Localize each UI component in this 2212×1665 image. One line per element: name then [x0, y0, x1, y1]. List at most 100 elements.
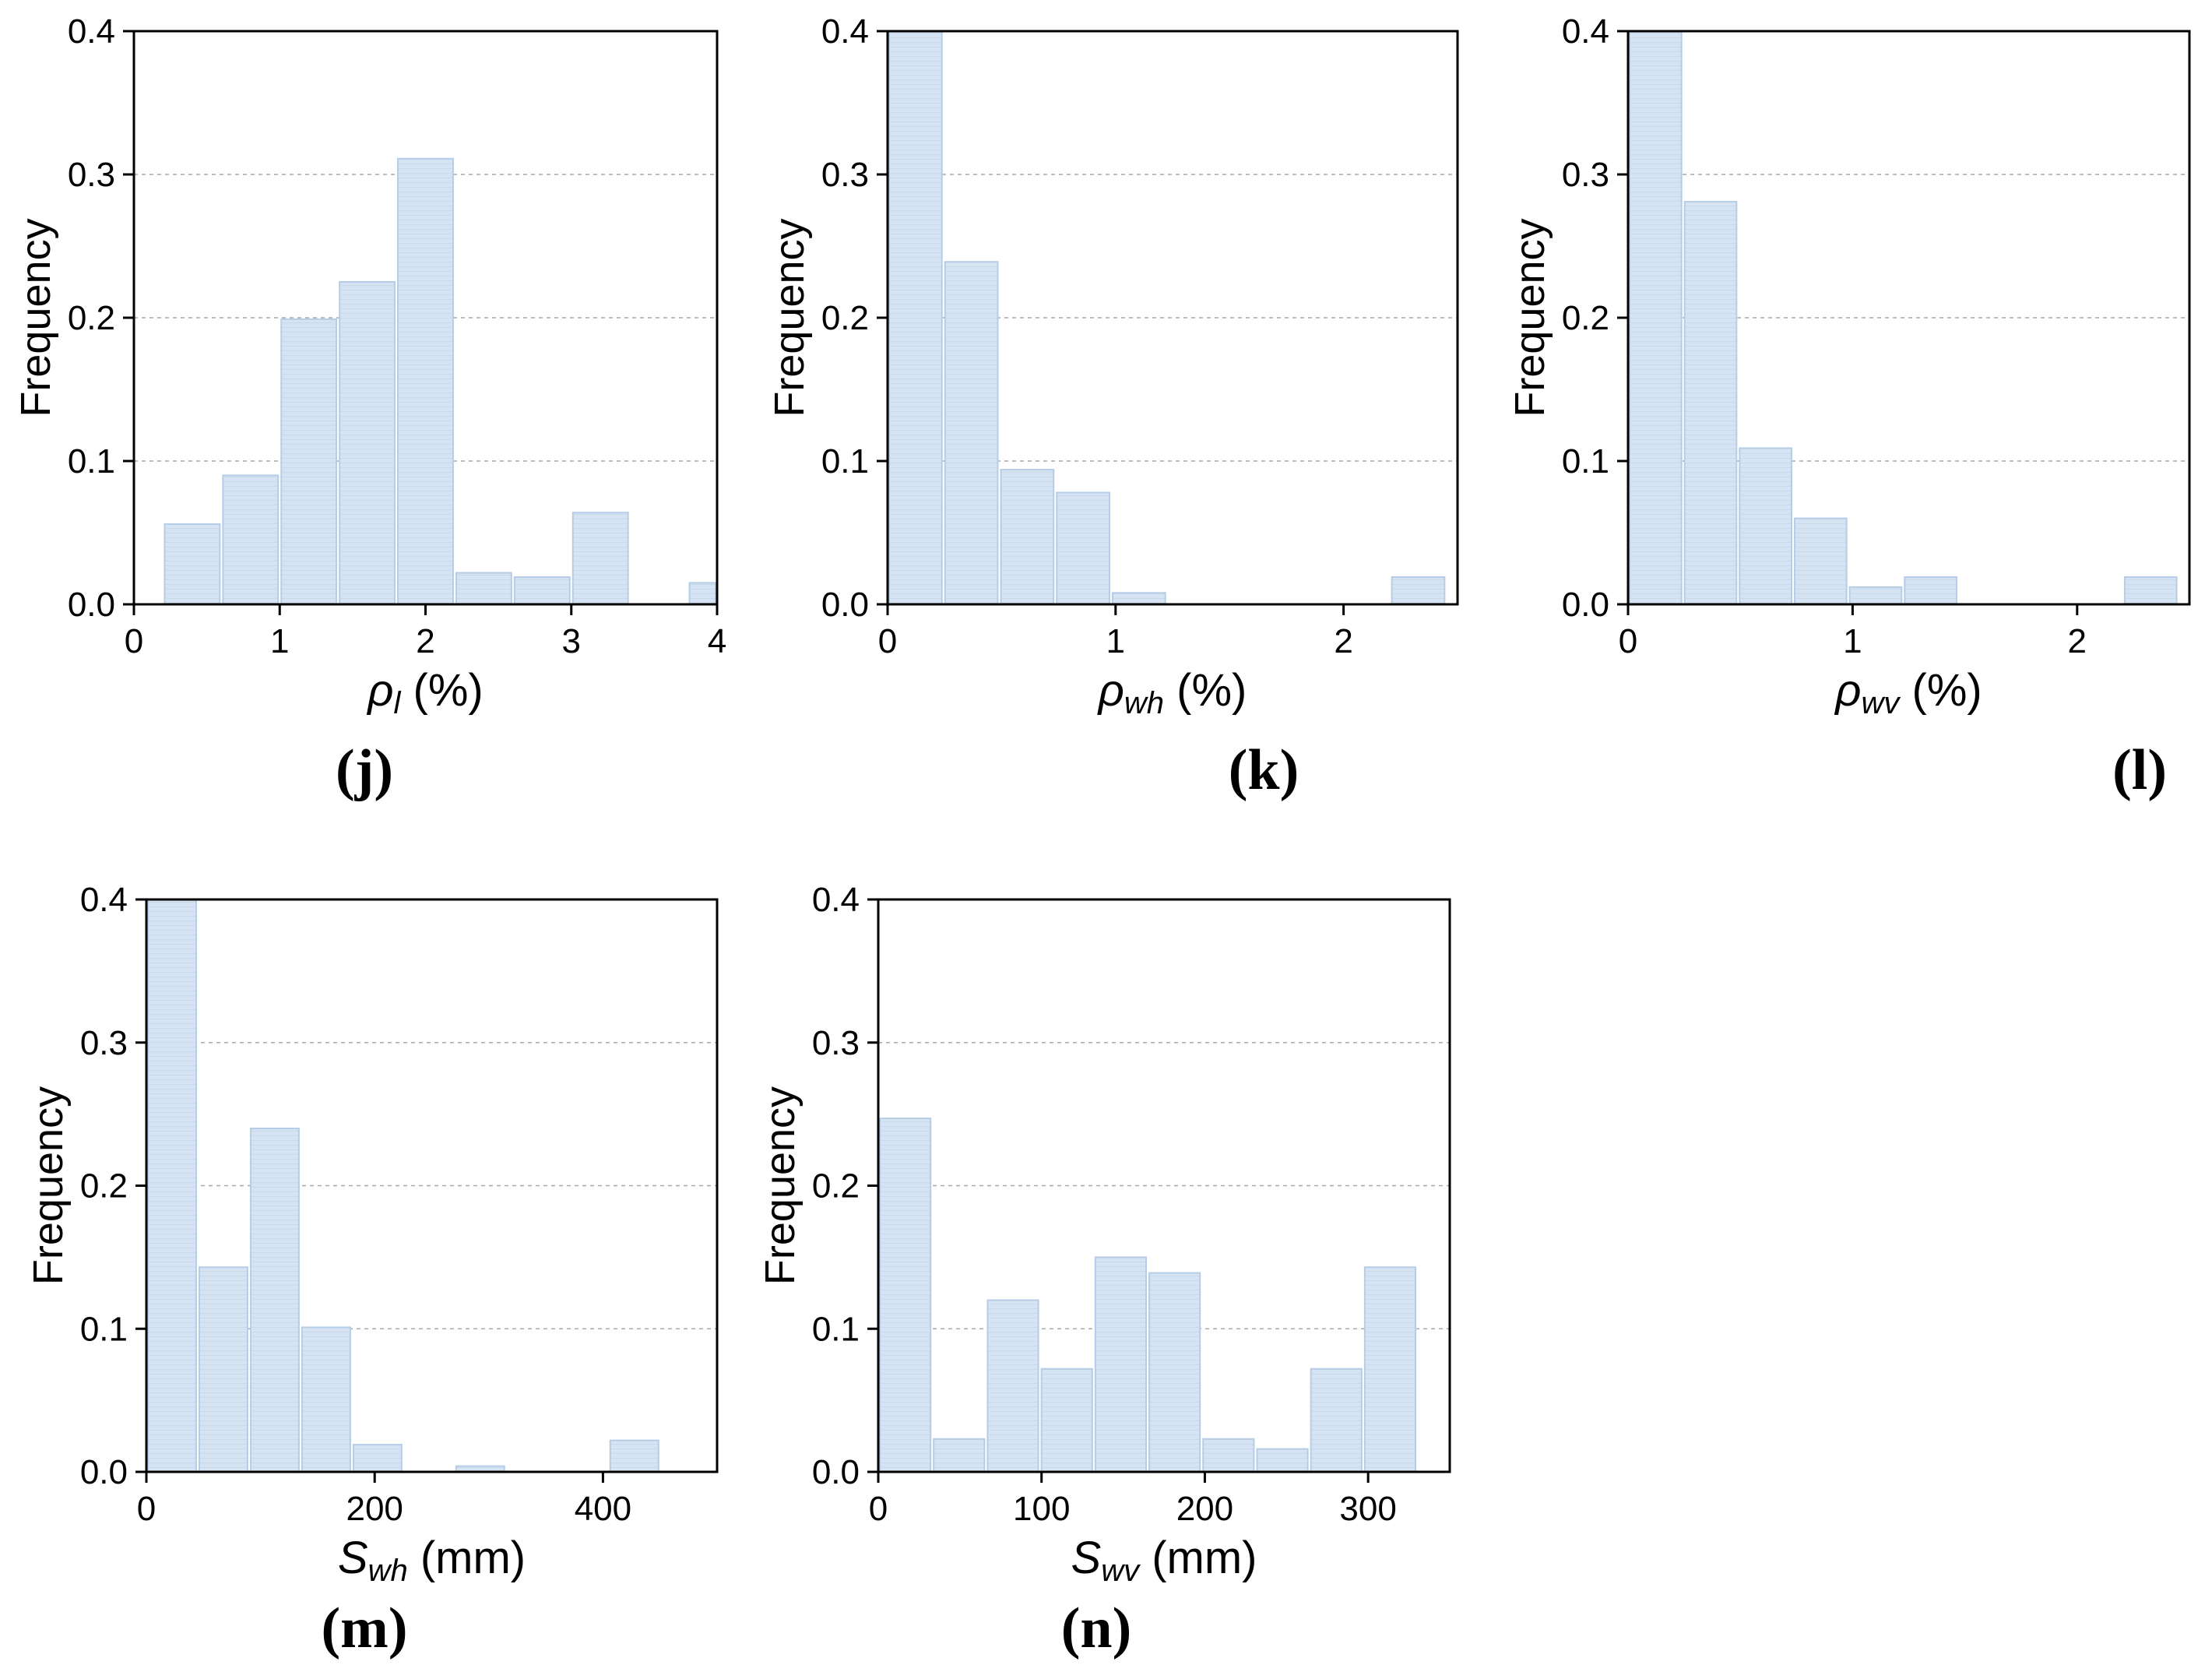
- y-tick-label: 0.2: [1562, 299, 1609, 337]
- y-axis-label: Frequency: [25, 1086, 72, 1285]
- panel-label: (l): [2112, 738, 2167, 802]
- y-tick-label: 0.0: [1562, 586, 1609, 624]
- histogram-bar: [933, 1438, 986, 1473]
- y-tick-label: 0.0: [68, 586, 115, 624]
- histogram-bar: [944, 261, 999, 605]
- y-tick-label: 0.3: [68, 156, 115, 194]
- bars: [1629, 30, 2178, 605]
- x-tick-label: 0: [878, 622, 897, 660]
- axis-ticks: 0.0 0.1 0.2 0.3 0.4 0 1 2: [821, 12, 1353, 660]
- y-tick-label: 0.1: [80, 1310, 128, 1348]
- histogram-bar: [1148, 1272, 1201, 1473]
- panel-k: 0.0 0.1 0.2 0.3 0.4 0 1 2 Frequency ρwh (%) (k): [766, 12, 1459, 802]
- x-axis-symbol: S: [338, 1533, 368, 1583]
- x-tick-label: 0: [125, 622, 143, 660]
- x-tick-label: 2: [2068, 622, 2087, 660]
- axis-ticks: 0.0 0.1 0.2 0.3 0.4 0 1 2: [1562, 12, 2087, 660]
- y-tick-label: 0.1: [812, 1310, 860, 1348]
- x-axis-subscript: wv: [1101, 1554, 1141, 1588]
- x-axis-symbol: ρ: [1097, 665, 1124, 716]
- panel-j: 0.0 0.1 0.2 0.3 0.4 0 1 2 3 4 Frequency ρl (%) (j…: [12, 12, 726, 802]
- x-tick-label: 0: [869, 1490, 888, 1528]
- bars: [164, 157, 716, 606]
- histogram-bar: [352, 1444, 403, 1473]
- y-tick-label: 0.3: [812, 1024, 860, 1062]
- y-tick-label: 0.1: [821, 442, 869, 480]
- y-tick-label: 0.4: [68, 12, 115, 51]
- x-axis-subscript: wh: [1124, 686, 1164, 720]
- histogram-bar: [879, 1118, 932, 1473]
- histogram-bar: [2123, 576, 2178, 605]
- y-tick-label: 0.1: [68, 442, 115, 480]
- histogram-bar: [571, 512, 629, 605]
- x-tick-label: 2: [1334, 622, 1352, 660]
- histogram-bar: [1111, 592, 1166, 606]
- histogram-bar: [1363, 1266, 1417, 1473]
- histogram-bar: [986, 1299, 1039, 1473]
- y-tick-label: 0.4: [812, 881, 860, 919]
- y-tick-label: 0.2: [821, 299, 869, 337]
- histogram-bar: [198, 1266, 248, 1473]
- x-tick-label: 0: [1619, 622, 1637, 660]
- histogram-bar: [1793, 517, 1848, 605]
- y-tick-label: 0.3: [80, 1024, 128, 1062]
- histogram-bar: [688, 582, 716, 606]
- histogram-bar: [164, 523, 221, 606]
- bars: [879, 1118, 1417, 1473]
- histogram-bar: [1310, 1368, 1363, 1473]
- y-tick-label: 0.1: [1562, 442, 1609, 480]
- y-axis-label: Frequency: [1507, 218, 1553, 417]
- histogram-bar: [301, 1326, 351, 1473]
- histogram-bar: [1202, 1438, 1255, 1473]
- histogram-bar: [888, 30, 943, 605]
- panel-label: (k): [1229, 738, 1299, 802]
- y-tick-label: 0.3: [821, 156, 869, 194]
- histogram-bar: [222, 474, 280, 606]
- x-tick-label: 100: [1013, 1490, 1070, 1528]
- histogram-bar: [1000, 469, 1055, 605]
- panel-label: (m): [322, 1596, 408, 1660]
- y-tick-label: 0.2: [812, 1167, 860, 1206]
- histogram-bar: [1848, 586, 1903, 605]
- histogram-bar: [280, 318, 338, 605]
- x-axis-unit: (mm): [1139, 1533, 1257, 1583]
- histogram-bar: [1094, 1256, 1148, 1473]
- axis-ticks: 0.0 0.1 0.2 0.3 0.4 0 1 2 3 4: [68, 12, 726, 660]
- y-tick-label: 0.4: [80, 881, 128, 919]
- x-tick-label: 300: [1339, 1490, 1396, 1528]
- x-tick-label: 200: [1176, 1490, 1233, 1528]
- bars: [888, 30, 1446, 606]
- x-tick-label: 3: [562, 622, 581, 660]
- panel-m: 0.0 0.1 0.2 0.3 0.4 0 200 400 Frequency Swh (mm…: [25, 881, 719, 1660]
- histogram-bar: [1056, 491, 1110, 605]
- histogram-bar: [339, 281, 396, 605]
- x-axis-subscript: l: [394, 686, 402, 720]
- y-axis-label: Frequency: [12, 218, 59, 417]
- panel-label: (n): [1061, 1596, 1131, 1660]
- panel-n: 0.0 0.1 0.2 0.3 0.4 0 100 200 300 Frequency Swv …: [757, 881, 1451, 1660]
- x-axis-label: Swh (mm): [338, 1533, 526, 1588]
- x-tick-label: 1: [1843, 622, 1862, 660]
- x-tick-label: 1: [1106, 622, 1125, 660]
- histogram-bar: [513, 576, 571, 605]
- x-axis-label: ρl (%): [366, 665, 483, 720]
- x-axis-label: ρwv (%): [1834, 665, 1982, 720]
- x-tick-label: 0: [137, 1490, 156, 1528]
- x-axis-subscript: wv: [1862, 686, 1901, 720]
- histogram-bar: [397, 157, 454, 605]
- x-axis-symbol: ρ: [1834, 665, 1861, 716]
- y-tick-label: 0.4: [821, 12, 869, 51]
- axis-ticks: 0.0 0.1 0.2 0.3 0.4 0 200 400: [80, 881, 631, 1528]
- panel-label: (j): [336, 738, 393, 802]
- y-tick-label: 0.0: [821, 586, 869, 624]
- histogram-bar: [249, 1128, 300, 1473]
- panel-l: 0.0 0.1 0.2 0.3 0.4 0 1 2 Frequency ρwv (%) (l): [1507, 12, 2191, 802]
- x-axis-unit: (mm): [408, 1533, 526, 1583]
- histogram-bar: [1256, 1448, 1309, 1473]
- x-tick-label: 200: [346, 1490, 403, 1528]
- y-tick-label: 0.3: [1562, 156, 1609, 194]
- x-tick-label: 400: [575, 1490, 631, 1528]
- histogram-bar: [455, 572, 512, 606]
- y-tick-label: 0.0: [80, 1453, 128, 1491]
